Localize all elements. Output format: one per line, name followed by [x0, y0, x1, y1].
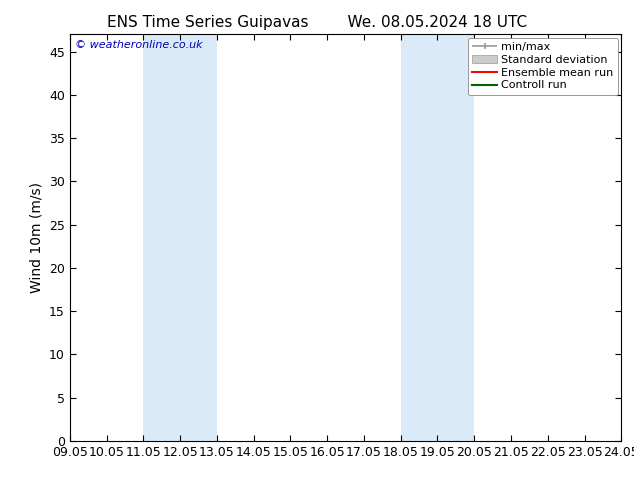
Y-axis label: Wind 10m (m/s): Wind 10m (m/s)	[29, 182, 44, 293]
Bar	[401, 34, 474, 441]
Text: ENS Time Series Guipavas        We. 08.05.2024 18 UTC: ENS Time Series Guipavas We. 08.05.2024 …	[107, 15, 527, 30]
Text: © weatheronline.co.uk: © weatheronline.co.uk	[75, 40, 203, 50]
Bar	[143, 34, 217, 441]
Legend: min/max, Standard deviation, Ensemble mean run, Controll run: min/max, Standard deviation, Ensemble me…	[468, 38, 618, 95]
